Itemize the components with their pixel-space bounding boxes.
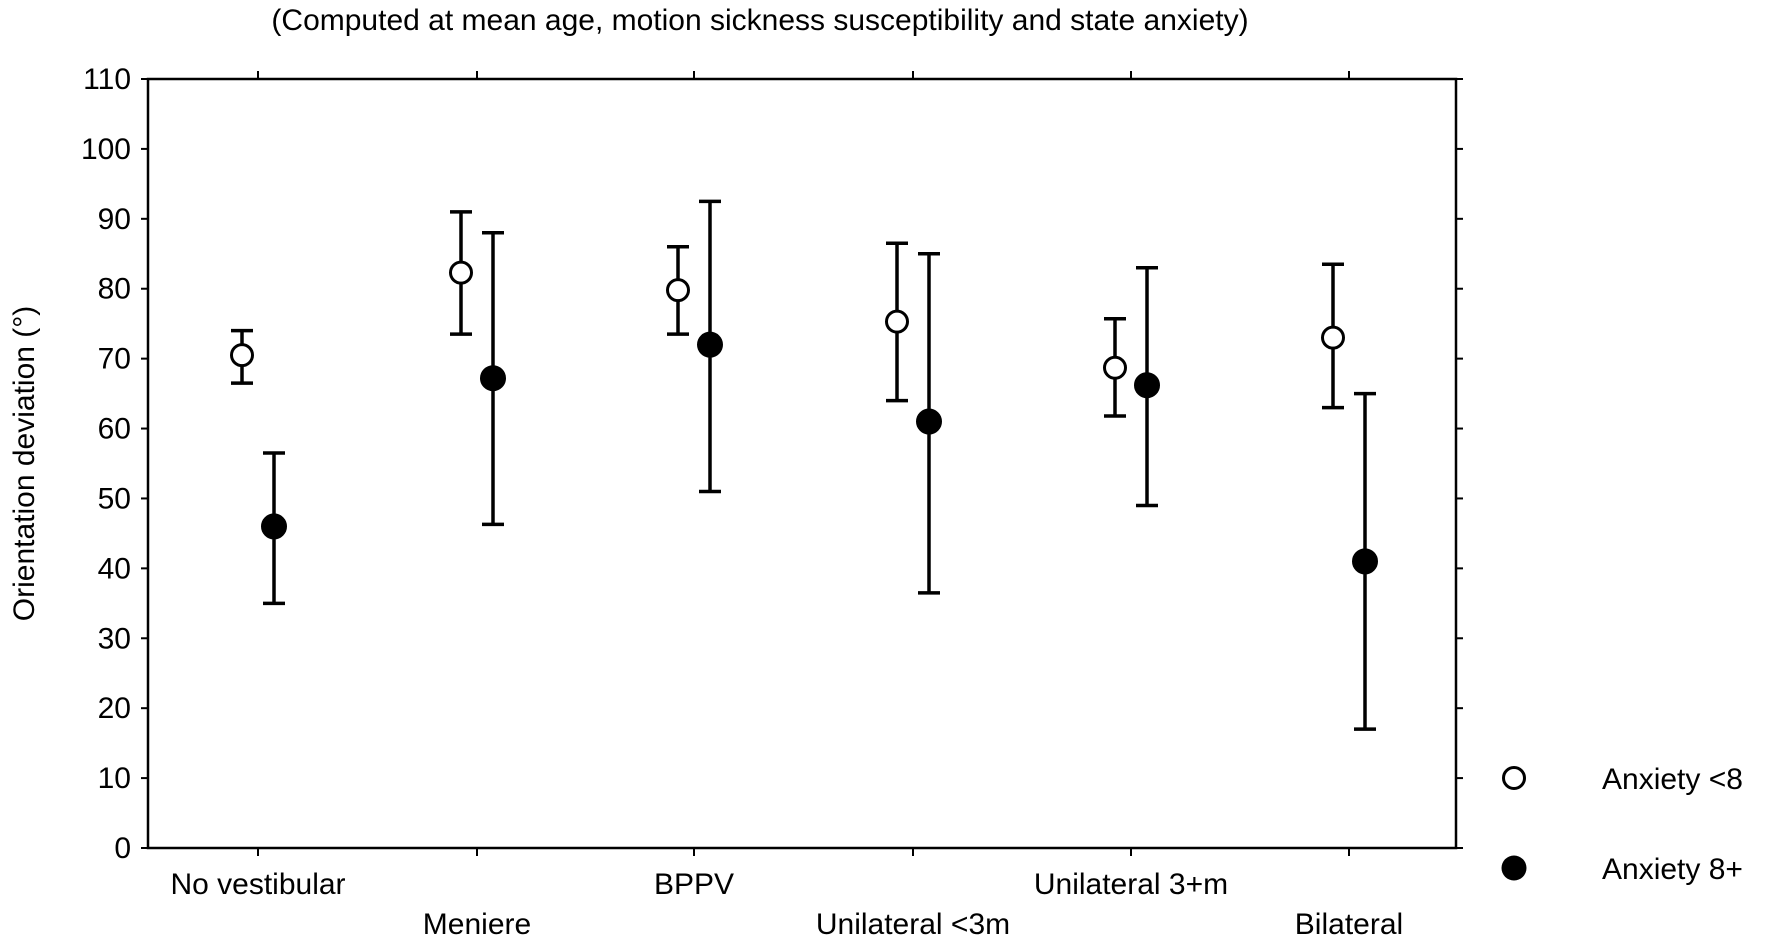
x-tick-label: No vestibular [170, 868, 345, 901]
data-point-open [1103, 355, 1127, 380]
series-layer [230, 199, 1378, 731]
series-filled [261, 199, 1378, 731]
y-tick-label: 100 [81, 133, 131, 166]
y-tick-label: 30 [98, 622, 131, 655]
y-tick-label: 90 [98, 203, 131, 236]
data-point-filled [697, 331, 723, 358]
x-tick-label: Unilateral 3+m [1034, 868, 1228, 901]
data-point-filled [480, 365, 506, 392]
y-tick-label: 80 [98, 273, 131, 306]
x-tick-label: Unilateral <3m [816, 908, 1010, 941]
legend-marker-open [1502, 766, 1526, 790]
y-tick-label: 20 [98, 692, 131, 725]
y-tick-label: 40 [98, 552, 131, 585]
legend-label: Anxiety 8+ [1602, 853, 1743, 886]
y-axis-label: Orientation deviation (°) [8, 306, 41, 621]
data-point-filled [261, 513, 287, 540]
legend: Anxiety <8 Anxiety 8+ [1501, 763, 1743, 886]
data-point-filled [1352, 548, 1378, 575]
data-point-open [449, 260, 473, 285]
legend-marker-filled [1501, 855, 1527, 881]
y-axis: 0 10 20 30 40 50 60 70 80 90 100 110 [81, 63, 1463, 865]
data-point-open [1321, 325, 1345, 350]
data-point-open [666, 278, 690, 303]
data-point-filled [916, 408, 942, 435]
y-tick-label: 10 [98, 762, 131, 795]
x-tick-label: BPPV [654, 868, 734, 901]
series-open [230, 210, 1345, 418]
legend-label: Anxiety <8 [1602, 763, 1743, 796]
y-tick-label: 50 [98, 482, 131, 515]
x-tick-label: Bilateral [1295, 908, 1403, 941]
data-point-filled [1134, 372, 1160, 399]
chart-subtitle: (Computed at mean age, motion sickness s… [271, 4, 1248, 37]
y-tick-label: 110 [83, 63, 131, 96]
plot-area-frame [146, 77, 1458, 850]
y-tick-label: 0 [114, 832, 131, 865]
y-tick-label: 70 [98, 343, 131, 376]
y-tick-label: 60 [98, 413, 131, 446]
x-axis: No vestibular Meniere BPPV Unilateral <3m Un… [170, 71, 1403, 941]
x-tick-label: Meniere [423, 908, 531, 941]
data-point-open [230, 343, 254, 368]
data-point-open [885, 309, 909, 334]
